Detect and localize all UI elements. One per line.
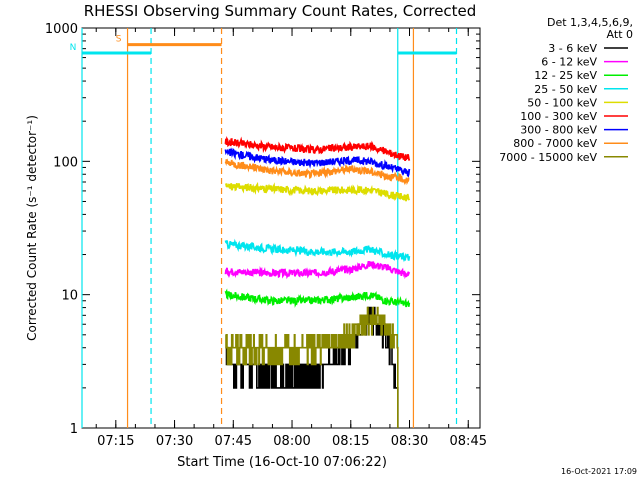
- series-line-7: [224, 158, 410, 186]
- x-tick-label: 08:00: [273, 434, 310, 449]
- series-line-3: [224, 238, 411, 263]
- series-line-1: [224, 260, 411, 280]
- legend-entry-label: 6 - 12 keV: [541, 56, 597, 69]
- legend-header: Det 1,3,4,5,6,9,: [547, 16, 633, 29]
- legend-header: Att 0: [607, 28, 633, 41]
- legend-entry-label: 3 - 6 keV: [548, 42, 597, 55]
- x-tick-label: 08:15: [332, 434, 369, 449]
- series-line-8: [225, 306, 399, 428]
- series-line-6: [224, 147, 411, 178]
- legend-entry-label: 25 - 50 keV: [534, 83, 597, 96]
- legend-entry-label: 7000 - 15000 keV: [499, 151, 597, 164]
- legend-entry-label: 300 - 800 keV: [520, 124, 597, 137]
- chart-title: RHESSI Observing Summary Count Rates, Co…: [84, 2, 477, 20]
- legend-entry-label: 100 - 300 keV: [520, 110, 597, 123]
- y-tick-label: 10: [61, 289, 78, 304]
- y-tick-label: 1000: [45, 22, 78, 37]
- series-line-2: [224, 288, 411, 308]
- x-tick-label: 07:30: [156, 434, 193, 449]
- legend-entry-label: 12 - 25 keV: [534, 69, 597, 82]
- interval-label: N: [70, 43, 77, 53]
- x-tick-label: 07:15: [97, 434, 134, 449]
- y-tick-label: 100: [53, 155, 78, 170]
- y-axis-label: Corrected Count Rate (s⁻¹ detector⁻¹): [25, 115, 39, 341]
- x-axis-label: Start Time (16-Oct-10 07:06:22): [177, 455, 387, 470]
- legend-entry-label: 800 - 7000 keV: [513, 137, 597, 150]
- x-tick-label: 08:45: [450, 434, 487, 449]
- x-tick-label: 08:30: [391, 434, 428, 449]
- interval-label: S: [116, 35, 122, 45]
- y-tick-label: 1: [70, 422, 78, 437]
- plot-area: 07:15 07:30 07:45 08:00 08:15 08:30 08:45 1 10 10…: [45, 22, 487, 449]
- series-line-0: [225, 306, 399, 428]
- legend-entry-label: 50 - 100 keV: [527, 96, 597, 109]
- x-tick-label: 07:45: [215, 434, 252, 449]
- series-line-4: [225, 181, 411, 202]
- timestamp-label: 16-Oct-2021 17:09: [561, 467, 637, 476]
- series-line-5: [224, 135, 411, 161]
